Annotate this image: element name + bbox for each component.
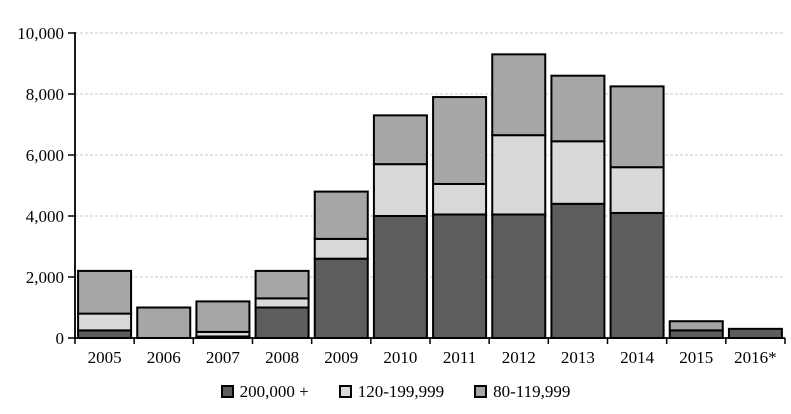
x-tick-label: 2011 xyxy=(443,348,476,367)
legend-item-200000-plus: 200,000 + xyxy=(220,381,309,401)
x-tick-label: 2007 xyxy=(206,348,241,367)
y-tick-label: 0 xyxy=(56,329,65,348)
y-tick-label: 10,000 xyxy=(17,24,64,43)
bar-segment-2009-120199999 xyxy=(313,237,369,260)
x-tick-label: 2015 xyxy=(679,348,713,367)
bar-segment-2008-80119999 xyxy=(254,269,310,300)
x-tick-label: 2016* xyxy=(734,348,777,367)
bar-segment-2006-80119999 xyxy=(136,306,192,339)
bar-segment-2011-120199999 xyxy=(432,182,488,216)
bar-segment-2009-80119999 xyxy=(313,190,369,240)
x-tick-label: 2005 xyxy=(88,348,122,367)
bar-segment-2005-80119999 xyxy=(77,269,133,315)
chart-legend: 200,000 + 120-199,999 80-119,999 xyxy=(0,376,791,406)
legend-swatch-medium-icon xyxy=(474,384,488,398)
x-tick-label: 2013 xyxy=(561,348,595,367)
bar-segment-2009-200000+ xyxy=(313,257,369,340)
bar-segment-2005-120199999 xyxy=(77,312,133,332)
y-tick-label: 4,000 xyxy=(26,207,64,226)
bar-segment-2015-200000+ xyxy=(668,329,724,339)
x-tick-label: 2010 xyxy=(383,348,417,367)
legend-item-120-199999: 120-199,999 xyxy=(338,381,445,401)
bar-segment-2012-200000+ xyxy=(491,213,547,340)
x-tick-label: 2014 xyxy=(620,348,655,367)
legend-item-80-119999: 80-119,999 xyxy=(474,383,570,400)
y-tick-label: 6,000 xyxy=(26,146,64,165)
x-tick-label: 2012 xyxy=(502,348,536,367)
bar-segment-2015-80119999 xyxy=(668,320,724,332)
bar-segment-2005-200000+ xyxy=(77,329,133,339)
bar-segment-2010-200000+ xyxy=(372,215,428,339)
bar-segment-2013-200000+ xyxy=(550,202,606,339)
bar-segment-2010-80119999 xyxy=(372,114,428,166)
bar-segment-2010-120199999 xyxy=(372,163,428,217)
y-tick-label: 2,000 xyxy=(26,268,64,287)
bar-segment-2014-80119999 xyxy=(609,85,665,169)
legend-label: 200,000 + xyxy=(239,381,309,401)
legend-swatch-dark-icon xyxy=(220,384,234,398)
bar-segment-2011-80119999 xyxy=(432,96,488,185)
bar-segment-2013-120199999 xyxy=(550,140,606,205)
bar-segment-2012-120199999 xyxy=(491,134,547,216)
bar-segment-2014-200000+ xyxy=(609,211,665,339)
bar-segment-2008-120199999 xyxy=(254,297,310,309)
legend-label: 80-119,999 xyxy=(493,381,571,401)
bar-segment-2013-80119999 xyxy=(550,74,606,143)
bar-segment-2007-80119999 xyxy=(195,300,251,333)
bar-segment-2014-120199999 xyxy=(609,166,665,214)
legend-swatch-light-icon xyxy=(338,384,352,398)
bar-segment-2012-80119999 xyxy=(491,53,547,137)
x-tick-label: 2008 xyxy=(265,348,299,367)
bar-segment-2016*-200000+ xyxy=(727,327,783,340)
legend-label: 120-199,999 xyxy=(357,381,445,401)
y-tick-label: 8,000 xyxy=(26,85,64,104)
bar-segment-2011-200000+ xyxy=(432,213,488,340)
x-tick-label: 2006 xyxy=(147,348,181,367)
x-tick-label: 2009 xyxy=(324,348,358,367)
bar-segment-2008-200000+ xyxy=(254,306,310,339)
